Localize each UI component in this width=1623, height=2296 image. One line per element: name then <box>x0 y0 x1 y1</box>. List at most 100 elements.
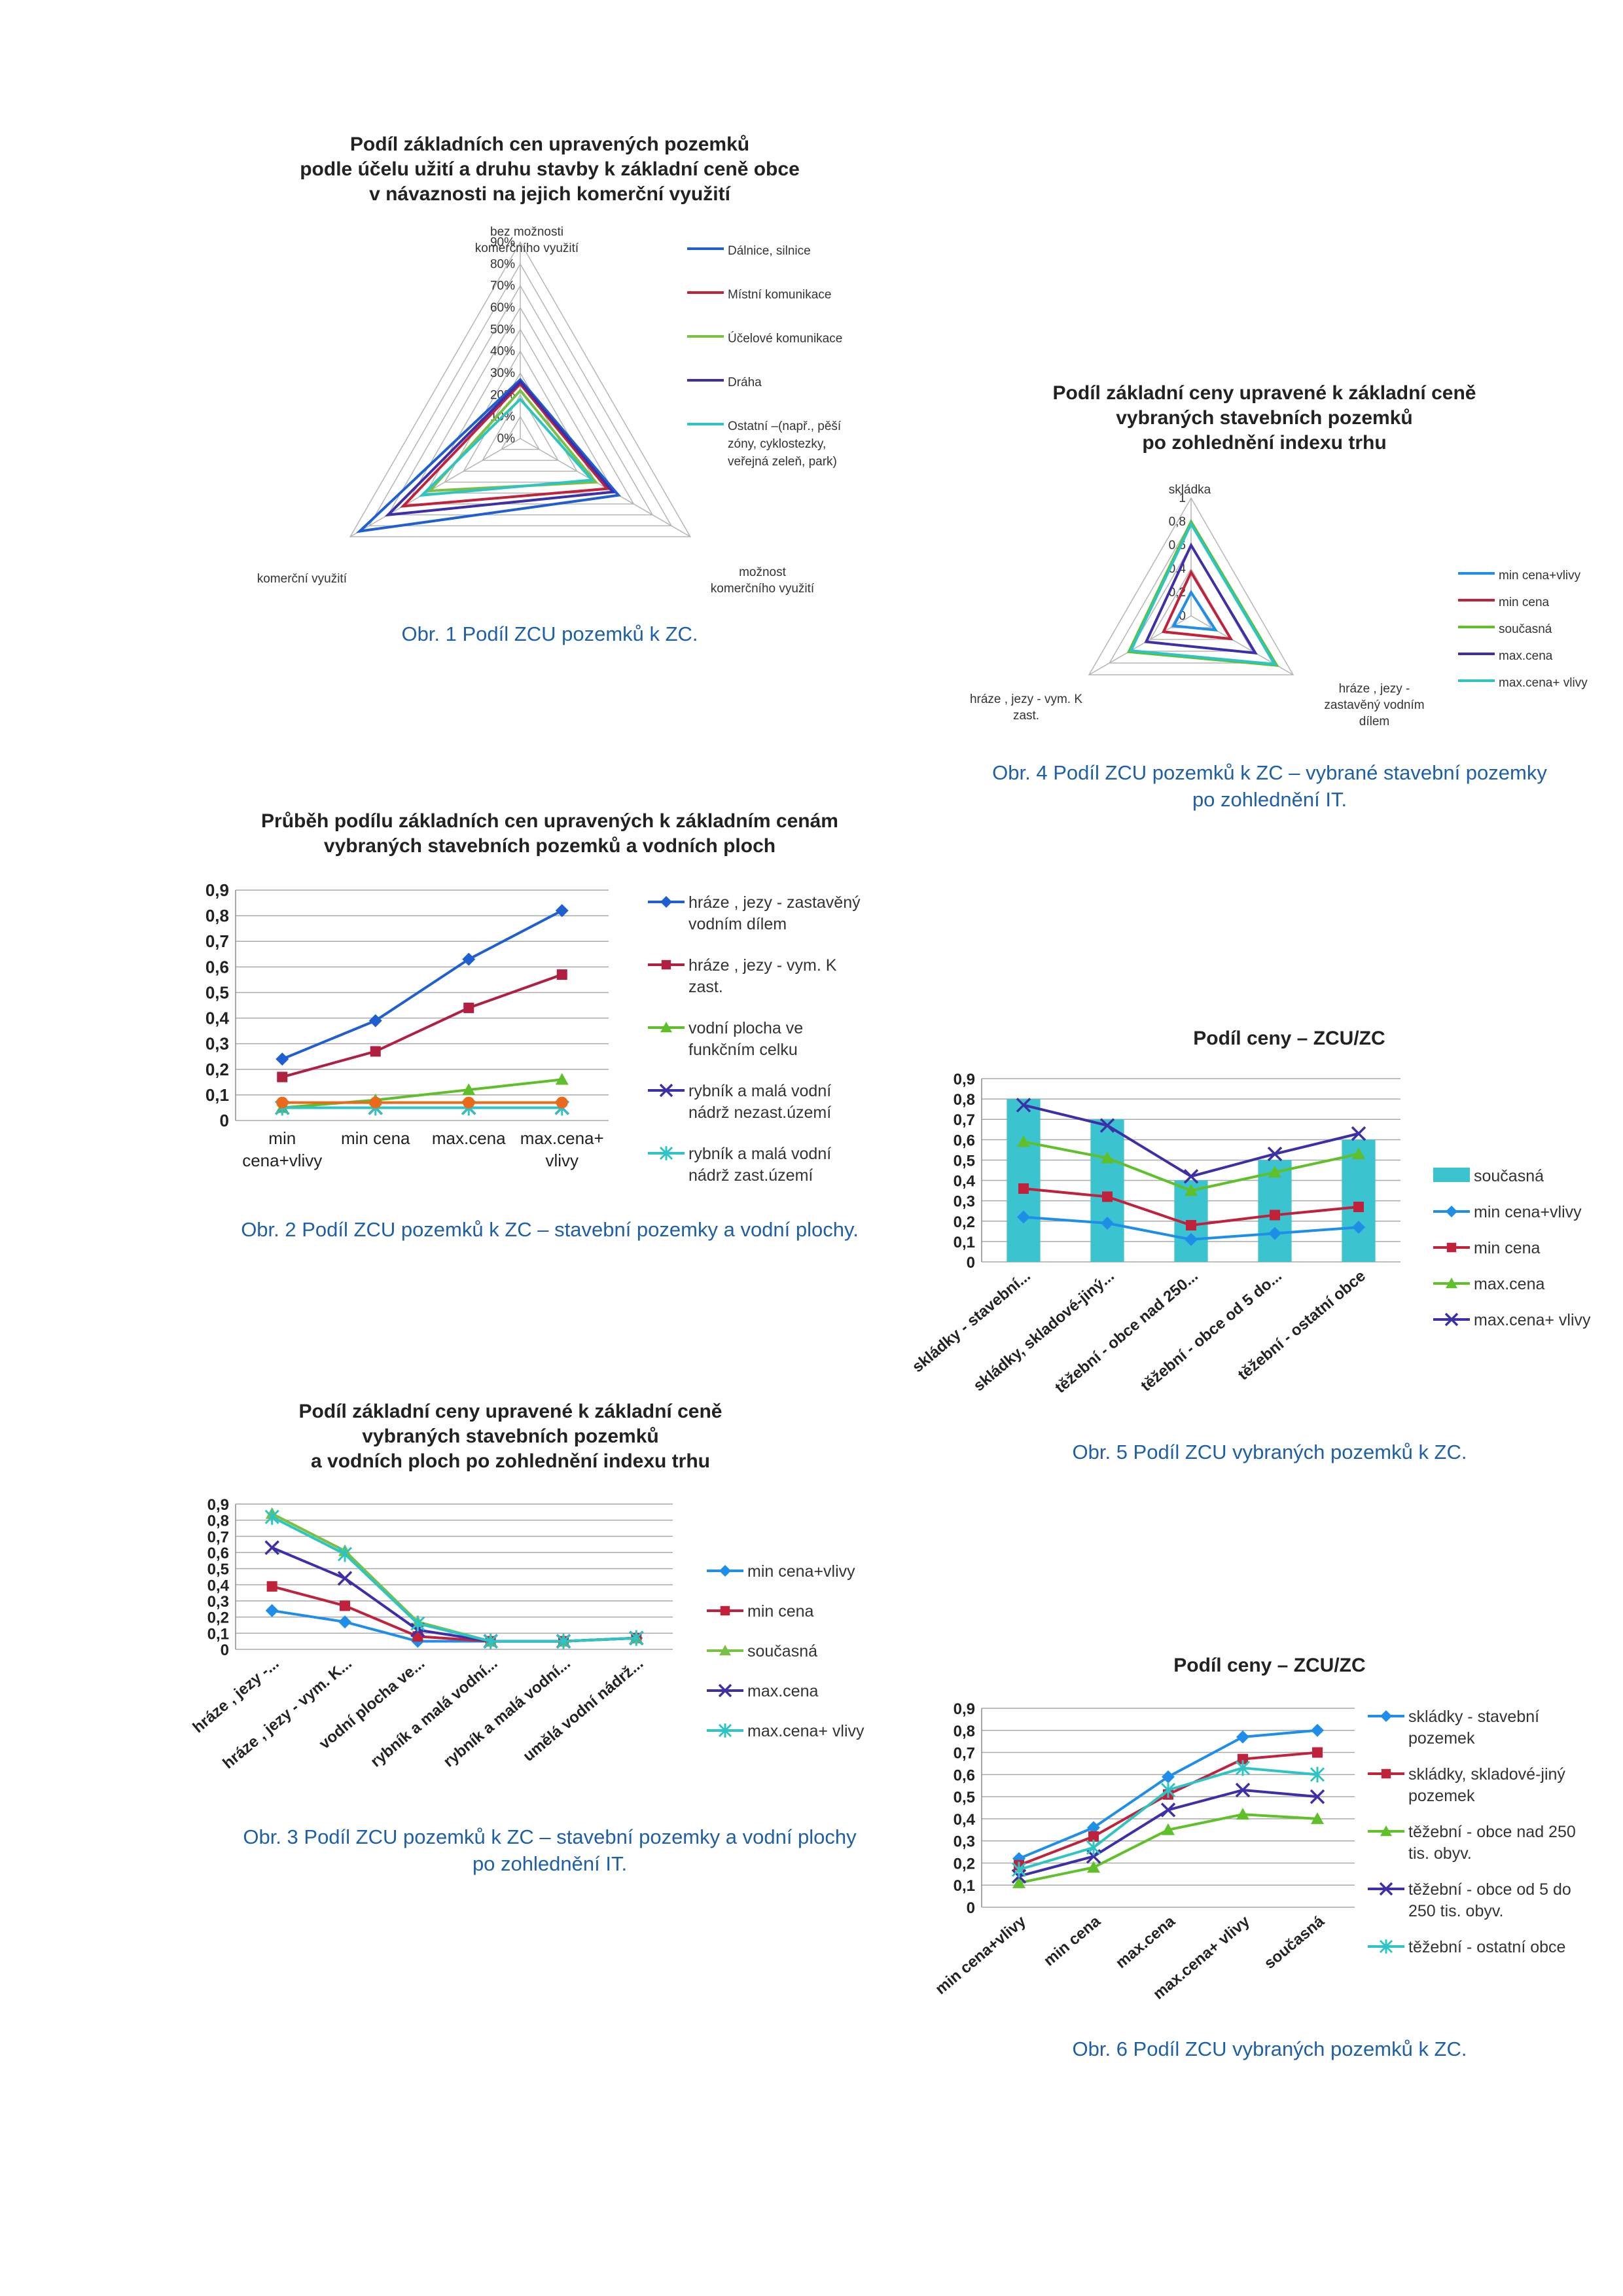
fig2-title-line: Průběh podílu základních cen upravených … <box>261 810 838 832</box>
fig6-legend-marker <box>1380 1710 1392 1722</box>
fig5-bar <box>1342 1139 1376 1262</box>
fig1-grid-ring <box>368 262 673 527</box>
fig2-legend-marker <box>660 1022 672 1033</box>
fig2-ytick-label: 0,8 <box>205 906 229 925</box>
fig3-xtick-label: umělá vodní nádrž... <box>520 1655 647 1765</box>
fig5-legend-marker <box>1446 1206 1457 1217</box>
fig4-axis-label: zast. <box>1013 709 1039 723</box>
fig3-xtick-label: rybník a malá vodní... <box>440 1655 574 1771</box>
fig6-data-point <box>1088 1831 1099 1842</box>
fig6-ytick-label: 0,9 <box>954 1700 975 1718</box>
fig3-ytick-label: 0,6 <box>207 1545 229 1562</box>
fig1-grid-ring <box>425 328 616 494</box>
fig5-data-point <box>1017 1210 1030 1224</box>
fig5-data-point <box>1270 1210 1280 1221</box>
caption-fig4-line2: po zohlednění IT. <box>1192 788 1347 811</box>
fig1-axis-label: komerčního využití <box>711 582 815 596</box>
fig6-data-point <box>1011 1861 1027 1878</box>
fig2-xtick-label: vlivy <box>545 1151 579 1170</box>
fig2-data-point <box>555 1073 569 1085</box>
fig2-ytick-label: 0,2 <box>205 1060 229 1079</box>
fig6-data-point <box>1236 1808 1249 1820</box>
fig1-tick-label: 40% <box>490 345 515 359</box>
fig3-xtick-label: hráze , jezy - vym. K... <box>219 1655 355 1772</box>
chart-fig3: Podíl základní ceny upravené k základní … <box>190 1394 903 1820</box>
fig5-title-line: Podíl ceny – ZCU/ZC <box>1193 1028 1385 1049</box>
fig5-xtick-label: skládky, skladové-jiný... <box>970 1267 1117 1395</box>
fig1-title-line: Podíl základních cen upravených pozemků <box>350 134 749 155</box>
fig5-ytick-label: 0,8 <box>954 1091 975 1109</box>
fig4-grid-ring <box>1088 497 1294 675</box>
fig3-series-line <box>271 1513 637 1643</box>
fig6-data-point <box>1238 1753 1248 1765</box>
fig3-title-line: a vodních ploch po zohlednění indexu trh… <box>311 1450 710 1472</box>
fig3-legend-label: max.cena+ vlivy <box>747 1722 865 1740</box>
fig4-series-polygon <box>1128 521 1277 666</box>
fig2-series-line <box>281 973 563 1079</box>
chart-fig4: Podíl základní ceny upravené k základní … <box>929 377 1610 744</box>
fig6-legend-marker <box>1381 1768 1391 1779</box>
fig6-data-point <box>1087 1821 1100 1835</box>
fig5-ytick-label: 0,7 <box>954 1111 975 1129</box>
fig5-data-point <box>1185 1184 1198 1196</box>
fig5-legend-label: současná <box>1474 1167 1544 1185</box>
fig6-data-point <box>1310 1789 1325 1804</box>
fig3-data-point <box>266 1581 277 1592</box>
fig1-spoke <box>349 438 521 537</box>
fig2-xtick-label: cena+vlivy <box>242 1151 322 1170</box>
fig3-legend-marker <box>719 1645 731 1656</box>
fig3-data-point <box>264 1540 279 1555</box>
fig3-data-point <box>337 1571 353 1586</box>
fig3-legend-marker <box>718 1683 732 1698</box>
fig4-legend-label: současná <box>1499 622 1552 636</box>
fig2-ytick-label: 0,3 <box>205 1034 229 1054</box>
fig6-data-point <box>1235 1760 1251 1776</box>
fig2-ytick-label: 0,1 <box>205 1085 229 1105</box>
fig5-data-point <box>1018 1183 1029 1194</box>
fig4-series-polygon <box>1144 542 1258 655</box>
fig5-ytick-label: 0,4 <box>954 1173 976 1191</box>
fig6-ytick-label: 0 <box>967 1899 975 1917</box>
fig3-data-point <box>340 1600 350 1611</box>
fig2-legend-label: vodním dílem <box>688 915 787 933</box>
fig3-data-point <box>629 1630 644 1646</box>
fig3-xtick-label: rybník a malá vodní... <box>367 1655 501 1771</box>
fig5-legend-marker <box>1446 1278 1457 1289</box>
fig3-legend-marker <box>720 1605 730 1616</box>
fig2-legend-label: hráze , jezy - vym. K <box>688 956 837 975</box>
fig4-axis-label: skládka <box>1169 483 1211 497</box>
fig1-series-polygon <box>384 380 616 517</box>
fig3-title-line: vybraných stavebních pozemků <box>362 1426 659 1447</box>
fig4-series-polygon <box>1161 569 1234 641</box>
fig2-ytick-label: 0,6 <box>205 957 229 977</box>
fig2-data-point <box>463 1096 475 1109</box>
fig2-data-point <box>370 1046 381 1057</box>
fig3-ytick-label: 0,4 <box>207 1577 230 1594</box>
fig2-legend-marker <box>659 1083 673 1098</box>
fig3-legend-marker <box>719 1565 731 1577</box>
fig5-data-point <box>1351 1126 1366 1141</box>
fig4-series-polygon <box>1171 590 1219 632</box>
fig2-legend-label: rybník a malá vodní <box>688 1145 831 1163</box>
fig3-data-point <box>483 1633 498 1649</box>
fig5-xtick-label: těžební - obce nad 250... <box>1052 1267 1202 1397</box>
fig6-ytick-label: 0,4 <box>954 1811 976 1829</box>
fig1-axis-label: komerčního využití <box>475 242 579 255</box>
fig5-data-point <box>1352 1221 1365 1234</box>
fig6-data-point <box>1236 1730 1249 1744</box>
fig3-ytick-label: 0,8 <box>207 1513 229 1530</box>
chart-fig1: Podíl základních cen upravených pozemků p… <box>236 131 864 615</box>
fig3-legend-label: max.cena <box>747 1682 818 1700</box>
fig3-data-point <box>556 1633 571 1649</box>
fig3-ytick-label: 0,7 <box>207 1528 229 1546</box>
fig5-legend-swatch <box>1433 1168 1470 1182</box>
fig6-legend-label: těžební - ostatní obce <box>1408 1938 1565 1956</box>
fig5-bar <box>1007 1099 1041 1262</box>
caption-fig6: Obr. 6 Podíl ZCU vybraných pozemků k ZC. <box>1072 2037 1467 2060</box>
fig1-axis-label: komerční využití <box>257 572 348 586</box>
fig3-ytick-label: 0,9 <box>207 1496 229 1514</box>
fig2-data-point <box>462 952 476 966</box>
fig6-xtick-label: min cena <box>1041 1912 1105 1969</box>
fig6-legend-marker <box>1380 1825 1392 1837</box>
fig6-legend-label: těžební - obce od 5 do <box>1408 1880 1571 1899</box>
